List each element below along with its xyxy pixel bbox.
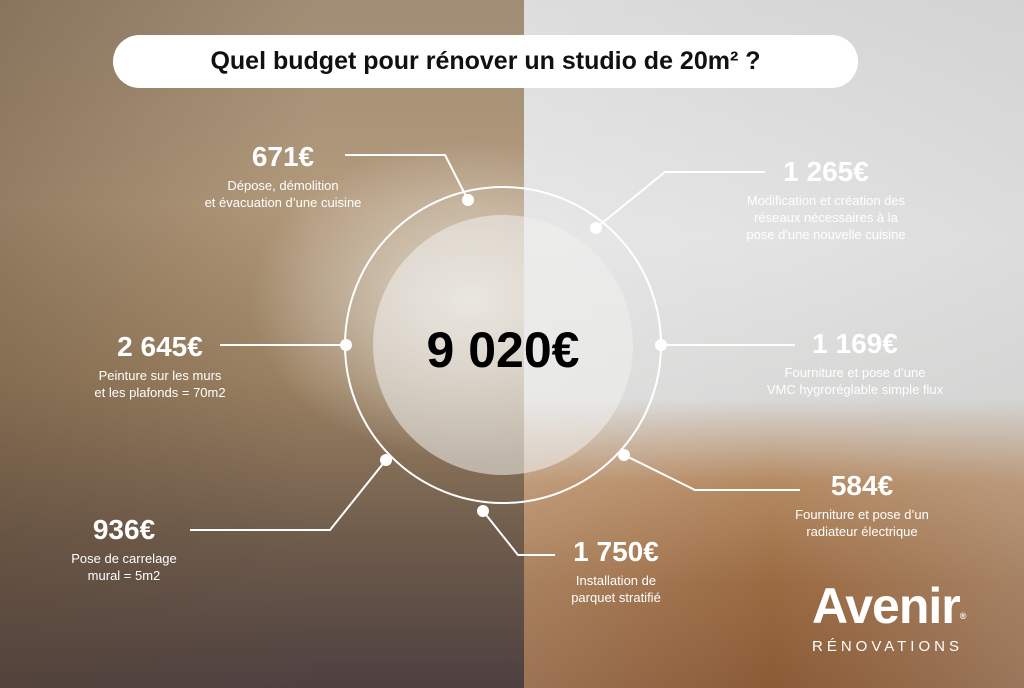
cost-desc: Fourniture et pose d’un [795, 507, 929, 522]
cost-amount: 2 645€ [117, 331, 203, 362]
cost-amount: 1 265€ [783, 156, 869, 187]
logo-subtitle: RÉNOVATIONS [812, 638, 963, 655]
cost-item-vmc: 1 169€ Fourniture et pose d’une VMC hygro… [767, 328, 943, 398]
cost-desc: réseaux nécessaires à la [754, 210, 898, 225]
connector-936 [190, 459, 387, 531]
cost-item-painting: 2 645€ Peinture sur les murs et les plafo… [94, 331, 225, 401]
cost-amount: 1 750€ [573, 536, 659, 567]
cost-desc: Peinture sur les murs [98, 368, 222, 383]
node-dot [340, 339, 352, 351]
node-dot [618, 449, 630, 461]
cost-amount: 584€ [830, 470, 894, 501]
title-text: Quel budget pour rénover un studio de 20… [210, 47, 761, 75]
cost-item-tiling: 936€ Pose de carrelage mural = 5m2 [71, 514, 177, 584]
cost-item-demolition: 671€ Dépose, démolition et évacuation d’u… [205, 141, 362, 211]
connector-584 [623, 454, 800, 491]
registered-mark: ® [959, 611, 967, 621]
node-dot [477, 505, 489, 517]
cost-item-parquet: 1 750€ Installation de parquet stratifié [571, 536, 661, 606]
total-budget: 9 020€ [426, 322, 580, 378]
cost-desc: Installation de [575, 573, 657, 588]
cost-amount: 936€ [92, 514, 156, 545]
cost-desc: Modification et création des [746, 193, 906, 208]
node-dot [462, 194, 474, 206]
cost-desc: et les plafonds = 70m2 [94, 385, 226, 400]
cost-item-radiator: 584€ Fourniture et pose d’un radiateur él… [795, 470, 929, 540]
connector-1750 [482, 510, 555, 556]
node-dot [655, 339, 667, 351]
cost-amount: 1 169€ [812, 328, 898, 359]
cost-desc: VMC hygroréglable simple flux [766, 382, 944, 397]
cost-desc: pose d'une nouvelle cuisine [746, 227, 906, 242]
cost-desc: parquet stratifié [571, 590, 661, 605]
node-dot [590, 222, 602, 234]
center-disc [373, 215, 633, 475]
cost-desc: radiateur électrique [806, 524, 918, 539]
avenir-renovations-logo: Avenir® RÉNOVATIONS [812, 578, 967, 655]
cost-desc: mural = 5m2 [87, 568, 161, 583]
cost-desc: Fourniture et pose d’une [784, 365, 926, 380]
cost-desc: et évacuation d’une cuisine [204, 195, 362, 210]
page-title: Quel budget pour rénover un studio de 20… [113, 35, 858, 88]
logo-brand: Avenir [812, 578, 961, 634]
connector-671 [345, 154, 469, 201]
cost-amount: 671€ [251, 141, 315, 172]
cost-desc: Dépose, démolition [227, 178, 339, 193]
cost-item-networks: 1 265€ Modification et création des résea… [746, 156, 905, 243]
cost-desc: Pose de carrelage [71, 551, 177, 566]
connector-1265 [595, 171, 765, 229]
node-dot [380, 454, 392, 466]
